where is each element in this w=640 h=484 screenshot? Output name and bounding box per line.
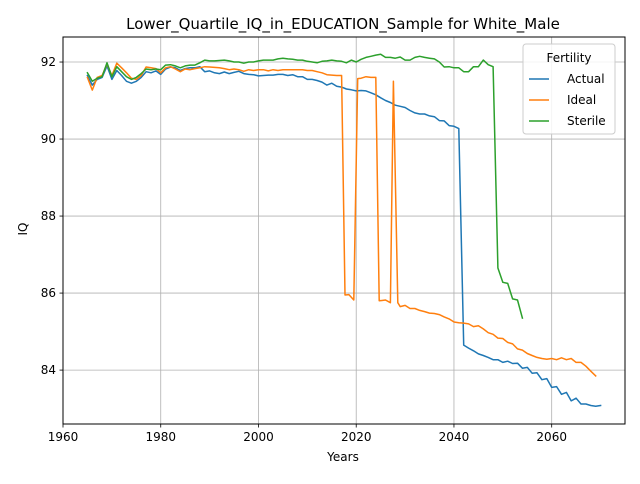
y-tick-label: 88: [41, 209, 56, 223]
x-tick-label: 1980: [145, 430, 176, 444]
y-tick-label: 86: [41, 286, 56, 300]
legend-title: Fertility: [546, 51, 591, 65]
legend-label-actual: Actual: [567, 72, 605, 86]
x-tick-label: 2020: [341, 430, 372, 444]
legend: Fertility Actual Ideal Sterile: [522, 43, 616, 135]
y-axis-ticks: 84 86 88 90 92: [41, 55, 63, 377]
legend-label-ideal: Ideal: [567, 93, 596, 107]
x-axis-ticks: 1960 1980 2000 2020 2040 2060: [48, 424, 567, 444]
chart-title: Lower_Quartile_IQ_in_EDUCATION_Sample fo…: [126, 15, 560, 34]
x-tick-label: 2040: [439, 430, 470, 444]
y-axis-label: IQ: [16, 223, 30, 236]
x-tick-label: 1960: [48, 430, 79, 444]
legend-box: [522, 43, 616, 135]
y-tick-label: 90: [41, 132, 56, 146]
series-line-ideal: [86, 62, 597, 377]
y-tick-label: 84: [41, 363, 56, 377]
legend-entries: Actual Ideal Sterile: [529, 72, 606, 128]
series-lines: [86, 53, 602, 408]
plot-frame: [62, 36, 626, 425]
x-tick-label: 2000: [243, 430, 274, 444]
y-tick-label: 92: [41, 55, 56, 69]
series-line-sterile: [86, 53, 524, 320]
legend-label-sterile: Sterile: [567, 114, 606, 128]
x-tick-label: 2060: [536, 430, 567, 444]
x-axis-label: Years: [326, 450, 359, 464]
